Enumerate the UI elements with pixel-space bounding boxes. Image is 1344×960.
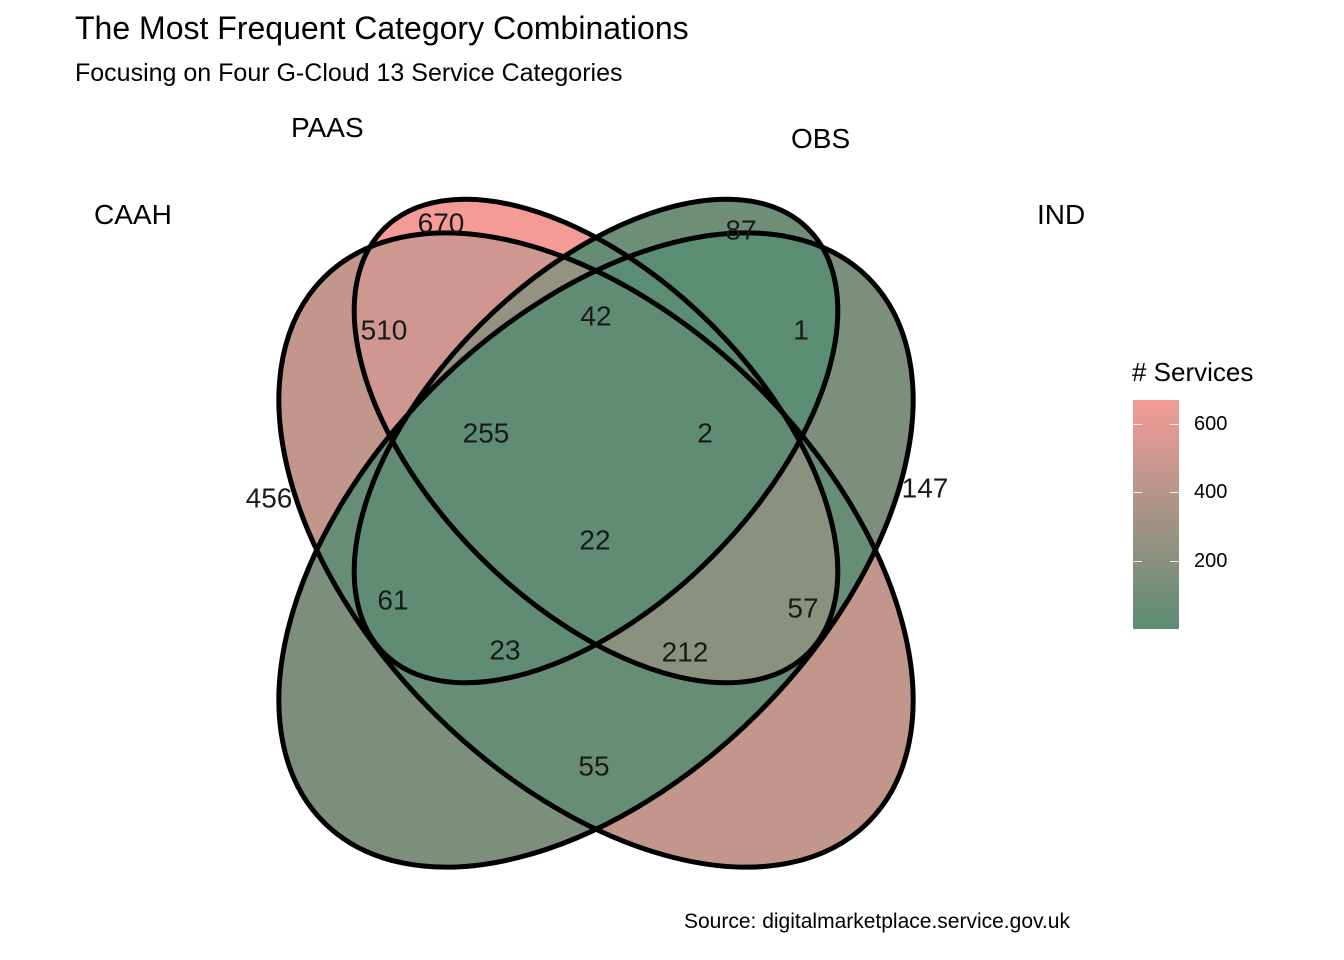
region-count-caah: 456 xyxy=(246,483,293,514)
legend-tick-label: 600 xyxy=(1194,412,1228,435)
region-count-obs: 87 xyxy=(725,215,756,246)
diagram-subtitle: Focusing on Four G-Cloud 13 Service Cate… xyxy=(75,59,623,87)
set-outlines xyxy=(276,196,916,870)
region-count-caah-obs: 61 xyxy=(377,585,408,616)
region-count-paas-obs: 42 xyxy=(580,301,611,332)
region-fill-caah-obs-ind xyxy=(353,417,803,684)
region-count-caah-paas: 510 xyxy=(361,315,408,346)
region-fill-caah-ind xyxy=(317,438,875,828)
region-count-ind: 147 xyxy=(902,473,949,504)
legend-color-bar xyxy=(1133,400,1179,629)
region-count-caah-paas-obs-ind: 22 xyxy=(579,525,610,556)
region-count-paas-ind: 57 xyxy=(787,593,818,624)
legend-tick-label: 200 xyxy=(1194,549,1228,572)
region-fill-caah-paas-ind xyxy=(389,417,839,684)
region-fill-caah-paas-obs-ind xyxy=(392,270,800,645)
region-fill-paas xyxy=(371,198,593,255)
set-label-obs: OBS xyxy=(791,123,850,154)
region-count-caah-ind: 55 xyxy=(578,751,609,782)
diagram-title: The Most Frequent Category Combinations xyxy=(75,10,689,46)
region-count-paas-obs-ind: 2 xyxy=(697,418,713,449)
source-caption: Source: digitalmarketplace.service.gov.u… xyxy=(684,910,1070,933)
set-outline-caah xyxy=(276,230,916,870)
set-outline-ind xyxy=(276,230,916,870)
set-outline-obs xyxy=(351,196,841,686)
region-count-caah-obs-ind: 23 xyxy=(489,635,520,666)
region-fill-ind xyxy=(278,246,914,867)
region-count-caah-paas-obs: 255 xyxy=(463,418,510,449)
region-count-obs-ind: 1 xyxy=(793,315,809,346)
region-fill-obs-ind xyxy=(629,234,839,435)
region-counts: 456 670 87 147 510 42 1 255 2 61 57 22 23 212 55 xyxy=(246,208,949,782)
region-count-caah-paas-ind: 212 xyxy=(662,637,709,668)
set-labels: CAAH PAAS OBS IND xyxy=(94,112,1085,230)
region-count-paas: 670 xyxy=(418,208,465,239)
color-legend: # Services 600 400 200 xyxy=(1132,355,1302,645)
set-label-caah: CAAH xyxy=(94,199,172,230)
region-fill-caah xyxy=(278,246,914,867)
region-fill-obs xyxy=(599,198,821,255)
legend-tick-label: 400 xyxy=(1194,481,1228,504)
set-label-paas: PAAS xyxy=(291,112,364,143)
set-label-ind: IND xyxy=(1037,199,1085,230)
legend-title: # Services xyxy=(1132,357,1254,387)
region-fill-caah-paas xyxy=(353,234,563,435)
